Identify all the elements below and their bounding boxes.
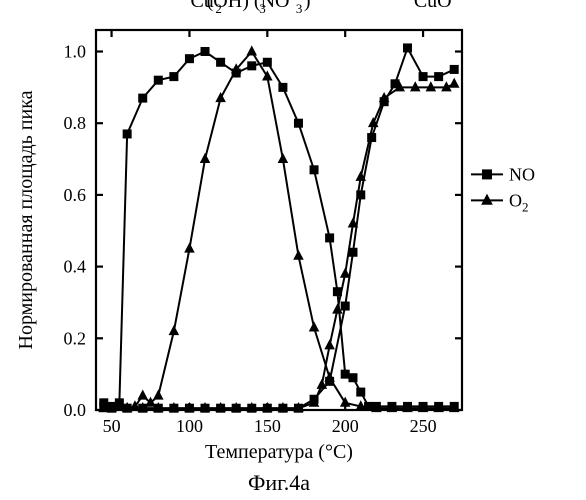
- marker-square: [170, 73, 178, 81]
- series-line-b-o2: [104, 84, 454, 408]
- marker-square: [123, 130, 131, 138]
- x-tick-label: 150: [254, 416, 281, 436]
- y-tick-label: 0.8: [64, 113, 87, 133]
- marker-square: [341, 370, 349, 378]
- legend-label: O2: [509, 190, 528, 214]
- series-line-a-o2: [104, 52, 454, 409]
- figure-caption: Фиг.4а: [248, 470, 310, 495]
- marker-triangle: [278, 154, 287, 163]
- marker-square: [326, 377, 334, 385]
- marker-square: [217, 58, 225, 66]
- marker-square: [154, 76, 162, 84]
- marker-triangle: [294, 251, 303, 260]
- annotation-text: (OH): [207, 0, 249, 12]
- marker-square: [185, 55, 193, 63]
- annotation-text: CuO: [414, 0, 452, 12]
- marker-square: [263, 58, 271, 66]
- y-tick-label: 1.0: [64, 42, 87, 62]
- marker-triangle: [201, 154, 210, 163]
- marker-square: [115, 399, 123, 407]
- marker-square: [201, 48, 209, 56]
- marker-square: [450, 65, 458, 73]
- x-axis-label: Температура (°C): [205, 441, 353, 463]
- marker-square: [326, 234, 334, 242]
- series-line-b-no: [104, 48, 454, 408]
- marker-square: [294, 119, 302, 127]
- marker-triangle: [247, 46, 256, 55]
- y-tick-label: 0.2: [64, 328, 87, 348]
- chart-svg: 50 100 150 200 250 0.0 0.2 0.4 0.6 0.8 1.0 Температ…: [0, 0, 586, 500]
- y-axis-label: Нормированная площадь пика: [15, 90, 37, 349]
- marker-square: [419, 73, 427, 81]
- annotation-text: (NO: [254, 0, 290, 12]
- marker-triangle: [138, 391, 147, 400]
- x-tick-label: 100: [176, 416, 203, 436]
- marker-triangle: [325, 340, 334, 349]
- marker-square: [248, 62, 256, 70]
- marker-triangle: [169, 326, 178, 335]
- annotation-text: ): [304, 0, 311, 12]
- x-tick-label: 250: [410, 416, 437, 436]
- legend-label: NO: [509, 164, 535, 184]
- marker-triangle: [341, 269, 350, 278]
- marker-square: [310, 166, 318, 174]
- marker-triangle: [154, 391, 163, 400]
- marker-triangle: [450, 79, 459, 88]
- x-tick-label: 50: [103, 416, 121, 436]
- marker-square: [403, 44, 411, 52]
- marker-square: [482, 170, 491, 179]
- marker-square: [357, 388, 365, 396]
- marker-square: [349, 374, 357, 382]
- annotation-text: 3: [296, 1, 303, 16]
- marker-square: [279, 83, 287, 91]
- marker-square: [435, 73, 443, 81]
- marker-square: [139, 94, 147, 102]
- marker-triangle: [333, 305, 342, 314]
- y-tick-label: 0.0: [64, 400, 87, 420]
- series-line-a-no: [104, 52, 454, 407]
- y-tick-label: 0.4: [64, 257, 87, 277]
- y-tick-label: 0.6: [64, 185, 87, 205]
- x-tick-label: 200: [332, 416, 359, 436]
- marker-square: [341, 302, 349, 310]
- figure-container: 50 100 150 200 250 0.0 0.2 0.4 0.6 0.8 1.0 Температ…: [0, 0, 586, 500]
- marker-triangle: [310, 322, 319, 331]
- marker-triangle: [185, 244, 194, 253]
- marker-square: [349, 248, 357, 256]
